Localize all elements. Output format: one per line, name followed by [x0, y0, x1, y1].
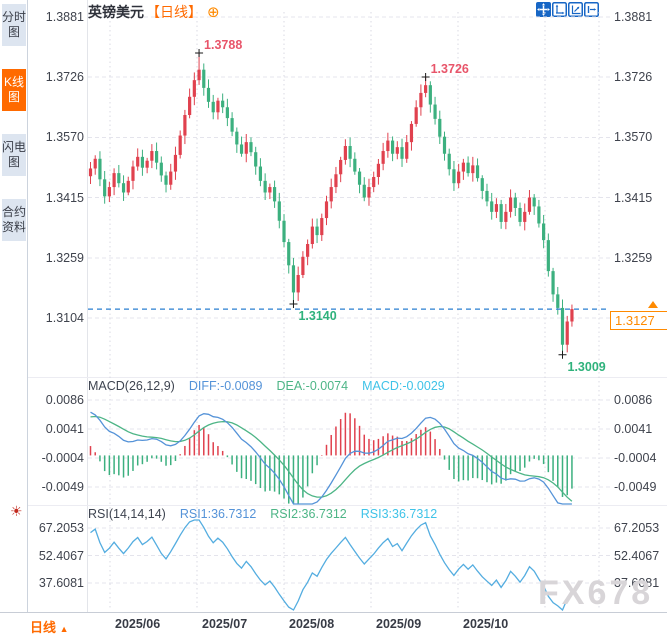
macd-header: MACD(26,12,9) DIFF:-0.0089 DEA:-0.0074 M… — [88, 379, 445, 393]
chart-header: 英镑美元 【日线】 ⊕ — [88, 2, 220, 22]
price-tick-label-left: 1.3726 — [45, 70, 84, 85]
rsi-tick-label-right: 67.2053 — [614, 521, 660, 535]
time-axis-bar — [0, 612, 667, 635]
macd-tick-label-left: 0.0041 — [45, 422, 84, 436]
rsi-tick-label-left: 52.4067 — [38, 548, 84, 563]
page-title: 英镑美元 — [88, 4, 144, 20]
rsi-tick-label-right: 52.4067 — [614, 548, 660, 563]
price-tick-label-left: 1.3259 — [45, 250, 84, 265]
axis-scale-icon[interactable] — [568, 2, 583, 17]
price-tick-label-left: 1.3104 — [45, 311, 84, 325]
rsi-tick-label-left: 67.2053 — [38, 521, 84, 535]
macd-diff-value: DIFF:-0.0089 — [188, 379, 263, 393]
price-tick-label-right: 1.3415 — [614, 190, 653, 205]
x-axis-date-label: 2025/09 — [376, 617, 422, 631]
rsi-tick-label-left: 37.6081 — [38, 576, 84, 590]
macd-macd-value: MACD:-0.0029 — [362, 379, 445, 393]
high-marker-label: 1.3788 — [204, 38, 243, 53]
macd-tick-label-left: -0.0049 — [41, 480, 84, 494]
move-icon[interactable] — [536, 2, 551, 17]
x-axis-date-label: 2025/06 — [115, 617, 161, 631]
pane-divider — [28, 505, 667, 506]
price-tick-label-left: 1.3415 — [45, 190, 84, 205]
rsi3-value: RSI3:36.7312 — [360, 507, 438, 521]
low-marker-label: 1.3009 — [567, 359, 606, 374]
triangle-up-icon: ▲ — [59, 624, 69, 634]
period-selector[interactable]: 日线 ▲ — [30, 617, 69, 635]
sidebar-divider — [27, 0, 28, 635]
current-price-arrow-icon — [648, 301, 658, 309]
macd-params-label: MACD(26,12,9) — [88, 379, 175, 393]
x-axis-date-label: 2025/10 — [463, 617, 509, 631]
period-tag: 【日线】 — [146, 4, 202, 20]
sun-icon[interactable]: ☀ — [10, 503, 23, 519]
price-tick-label-right: 1.3881 — [614, 10, 653, 24]
circle-plus-icon[interactable]: ⊕ — [207, 4, 220, 21]
rsi-tick-label-right: 37.6081 — [614, 576, 660, 590]
tab-lightning[interactable]: 闪电图 — [2, 134, 26, 176]
tab-contract-info[interactable]: 合约资料 — [2, 199, 26, 241]
x-axis-date-label: 2025/07 — [202, 617, 248, 631]
x-axis-date-label: 2025/08 — [289, 617, 335, 631]
macd-tick-label-left: -0.0004 — [41, 451, 84, 465]
fit-chart-icon[interactable] — [552, 2, 567, 17]
price-tick-label-right: 1.3570 — [614, 130, 653, 145]
current-price-box: 1.3127 — [610, 310, 667, 330]
rsi2-value: RSI2:36.7312 — [270, 507, 347, 521]
price-tick-label-left: 1.3881 — [45, 10, 84, 24]
tab-time-share[interactable]: 分时图 — [2, 4, 26, 46]
rsi-params-label: RSI(14,14,14) — [88, 507, 166, 521]
plot-left-border — [87, 0, 88, 612]
macd-tick-label-left: 0.0086 — [45, 393, 84, 407]
tab-kline[interactable]: K线图 — [2, 69, 26, 111]
macd-tick-label-right: -0.0049 — [614, 480, 657, 494]
macd-tick-label-right: 0.0041 — [614, 422, 653, 436]
price-tick-label-left: 1.3570 — [45, 130, 84, 145]
price-tick-label-right: 1.3726 — [614, 70, 653, 85]
high-marker-label: 1.3726 — [430, 62, 469, 77]
macd-dea-value: DEA:-0.0074 — [276, 379, 349, 393]
macd-tick-label-right: -0.0004 — [614, 451, 657, 465]
price-tick-label-right: 1.3259 — [614, 250, 653, 265]
pan-right-icon[interactable] — [584, 2, 599, 17]
low-marker-label: 1.3140 — [298, 309, 337, 324]
rsi-header: RSI(14,14,14) RSI1:36.7312 RSI2:36.7312 … — [88, 507, 437, 521]
period-selector-label: 日线 — [30, 620, 57, 635]
rsi1-value: RSI1:36.7312 — [179, 507, 257, 521]
macd-tick-label-right: 0.0086 — [614, 393, 653, 407]
pane-divider — [28, 377, 667, 378]
